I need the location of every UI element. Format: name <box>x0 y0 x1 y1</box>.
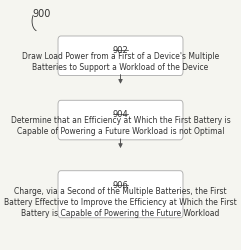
FancyBboxPatch shape <box>58 100 183 140</box>
Text: 906: 906 <box>113 180 128 190</box>
Text: Determine that an Efficiency at Which the First Battery is
Capable of Powering a: Determine that an Efficiency at Which th… <box>11 116 230 136</box>
FancyBboxPatch shape <box>58 36 183 76</box>
Text: 904: 904 <box>113 110 128 119</box>
Text: 900: 900 <box>32 9 50 19</box>
Text: Draw Load Power from a First of a Device's Multiple
Batteries to Support a Workl: Draw Load Power from a First of a Device… <box>22 52 219 72</box>
Text: 902: 902 <box>113 46 128 55</box>
FancyBboxPatch shape <box>58 171 183 218</box>
Text: Charge, via a Second of the Multiple Batteries, the First
Battery Effective to I: Charge, via a Second of the Multiple Bat… <box>4 187 237 218</box>
